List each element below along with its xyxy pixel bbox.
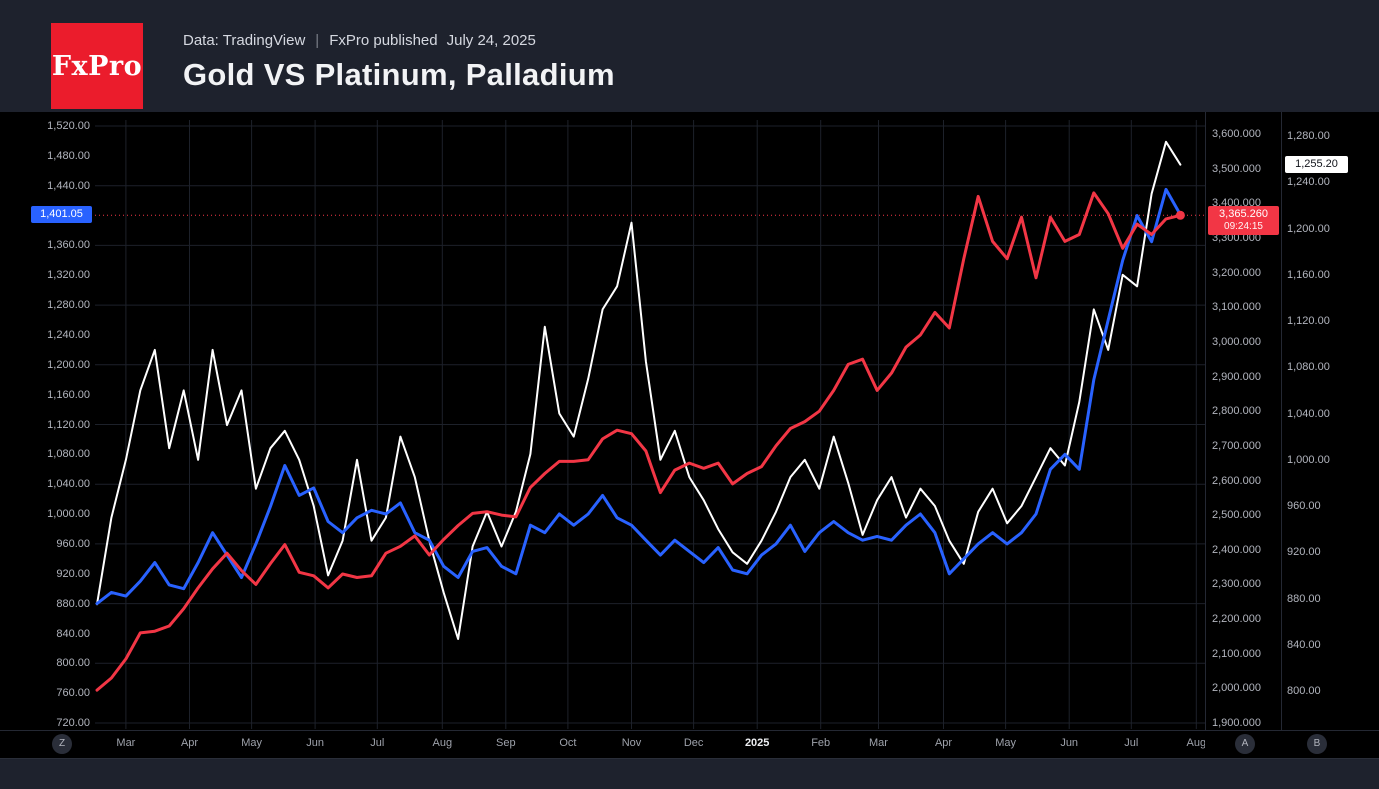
price-tick: 1,240.00 [47,328,90,341]
price-tick: 1,200.00 [47,358,90,371]
price-tick: 1,160.00 [1287,268,1330,281]
price-tick: 3,500.000 [1212,162,1261,175]
price-tick: 1,360.00 [47,239,90,252]
header-bar: FxPro Data: TradingView | FxPro published J… [0,0,1379,112]
price-tick: 1,440.00 [47,179,90,192]
publisher-label: FxPro published [329,32,438,49]
gold-last-point-marker [1175,210,1185,220]
price-chart-canvas[interactable] [0,0,1379,757]
time-tick: Apr [934,737,953,749]
bottom-bar [0,758,1379,789]
price-tick: 880.00 [1287,592,1321,605]
price-tick: 1,160.00 [47,388,90,401]
price-tick: 1,520.00 [47,120,90,132]
price-tick: 800.00 [56,657,90,670]
time-tick: May [995,737,1016,749]
platinum-series-line [95,187,1182,606]
gold-last-price-badge: 3,365.260 09:24:15 [1208,206,1279,236]
price-tick: 1,200.00 [1287,222,1330,235]
price-tick: 1,080.00 [47,448,90,461]
price-tick: 2,000.000 [1212,682,1261,695]
price-tick: 760.00 [56,687,90,700]
price-tick: 2,200.000 [1212,613,1261,626]
time-tick: Feb [811,737,831,749]
time-tick: 2025 [744,737,770,749]
price-tick: 1,900.000 [1212,717,1261,729]
price-tick: 1,280.00 [47,299,90,312]
time-tick: Apr [180,737,199,749]
price-tick: 880.00 [56,597,90,610]
price-tick: 840.00 [56,627,90,640]
price-tick: 2,100.000 [1212,647,1261,660]
price-tick: 2,700.000 [1212,439,1261,452]
gold-series-line [95,191,1182,692]
time-axis[interactable]: Mar Apr May Jun Jul Aug Sep Oct Nov Dec 2025 Feb Mar… [0,730,1379,758]
axis-b-button[interactable]: B [1307,734,1327,754]
left-price-axis-platinum[interactable]: 1,520.001,480.001,440.001,400.001,360.00… [0,0,90,757]
price-tick: 2,300.000 [1212,578,1261,591]
fxpro-logo: FxPro [51,23,143,109]
price-tick: 1,080.00 [1287,361,1330,374]
fxpro-logo-text: FxPro [51,50,143,82]
price-tick: 1,040.00 [1287,407,1330,420]
palladium-last-price-badge: 1,255.20 [1285,155,1348,173]
axis-separator [1281,112,1282,758]
chart-meta-line: Data: TradingView | FxPro published July 24… [183,33,615,49]
price-tick: 3,100.000 [1212,301,1261,314]
price-tick: 3,000.000 [1212,335,1261,348]
header-text: Data: TradingView | FxPro published July 24… [183,33,615,92]
axis-a-button[interactable]: A [1235,734,1255,754]
time-tick: Nov [621,737,642,749]
price-tick: 3,200.000 [1212,266,1261,279]
price-tick: 2,900.000 [1212,370,1261,383]
price-tick: 840.00 [1287,638,1321,651]
time-tick: Mar [869,737,888,749]
data-source-label: Data: TradingView [183,32,306,49]
price-tick: 1,120.00 [47,418,90,431]
chart-title: Gold VS Platinum, Palladium [183,57,615,92]
right-price-axis-palladium[interactable]: 1,280.00 1,240.00 1,200.00 1,160.00 1,120.00… [1287,0,1349,757]
platinum-last-price-badge: 1,401.05 [31,205,92,223]
gold-countdown-timer: 09:24:15 [1224,221,1263,233]
time-tick: Oct [559,737,577,749]
time-tick: Aug [1186,737,1206,749]
price-tick: 2,500.000 [1212,509,1261,522]
time-axis-labels: Mar Apr May Jun Jul Aug Sep Oct Nov Dec 2025 Feb Mar… [0,731,1205,758]
axis-separator [1205,112,1206,758]
time-tick: Jun [306,737,324,749]
price-tick: 800.00 [1287,685,1321,697]
price-tick: 1,000.00 [1287,453,1330,466]
price-tick: 1,280.00 [1287,130,1330,142]
right-price-axis-gold[interactable]: 3,600.000 3,500.000 3,400.000 3,300.000 3,20… [1212,0,1278,757]
price-tick: 920.00 [1287,546,1321,559]
time-tick: Dec [683,737,704,749]
price-tick: 960.00 [1287,500,1321,512]
time-tick: Sep [496,737,516,749]
price-tick: 960.00 [56,537,90,550]
time-tick: Jul [370,737,385,749]
price-tick: 1,320.00 [47,269,90,282]
time-tick: Aug [432,737,453,749]
published-date: July 24, 2025 [446,32,536,49]
price-tick: 1,040.00 [47,478,90,491]
price-tick: 1,240.00 [1287,176,1330,189]
timezone-button[interactable]: Z [52,734,72,754]
price-tick: 720.00 [56,717,90,729]
time-tick: Mar [116,737,136,749]
price-tick: 2,600.000 [1212,474,1261,487]
price-tick: 920.00 [56,567,90,580]
palladium-series-line [96,140,1182,640]
price-tick: 2,800.000 [1212,405,1261,418]
time-tick: May [241,737,262,749]
price-tick: 1,000.00 [47,508,90,520]
time-tick: Jun [1060,737,1079,749]
meta-separator: | [315,32,320,49]
gold-last-price: 3,365.260 [1219,208,1268,221]
price-tick: 2,400.000 [1212,543,1261,556]
price-tick: 1,480.00 [47,149,90,162]
price-tick: 3,600.000 [1212,128,1261,140]
price-tick: 1,120.00 [1287,315,1330,327]
time-tick: Jul [1124,737,1139,749]
